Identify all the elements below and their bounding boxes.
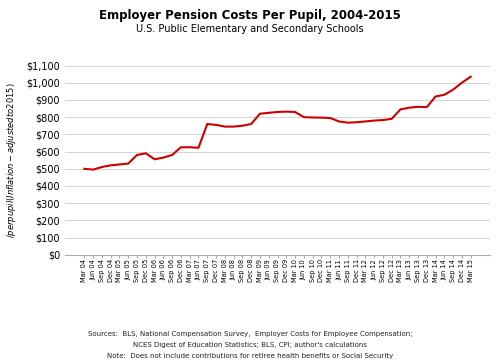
Text: Note:  Does not include contributions for retiree health benefits or Social Secu: Note: Does not include contributions for…: [107, 353, 393, 359]
Text: Sources:  BLS, National Compensation Survey,  Employer Costs for Employee Compen: Sources: BLS, National Compensation Surv…: [88, 331, 412, 337]
Text: U.S. Public Elementary and Secondary Schools: U.S. Public Elementary and Secondary Sch…: [136, 24, 364, 33]
Text: $/per pupil (Inflation-adjusted to $2015): $/per pupil (Inflation-adjusted to $2015…: [5, 82, 18, 238]
Text: NCES Digest of Education Statistics; BLS, CPI; author's calculations: NCES Digest of Education Statistics; BLS…: [133, 342, 367, 348]
Text: Employer Pension Costs Per Pupil, 2004-2015: Employer Pension Costs Per Pupil, 2004-2…: [99, 9, 401, 22]
